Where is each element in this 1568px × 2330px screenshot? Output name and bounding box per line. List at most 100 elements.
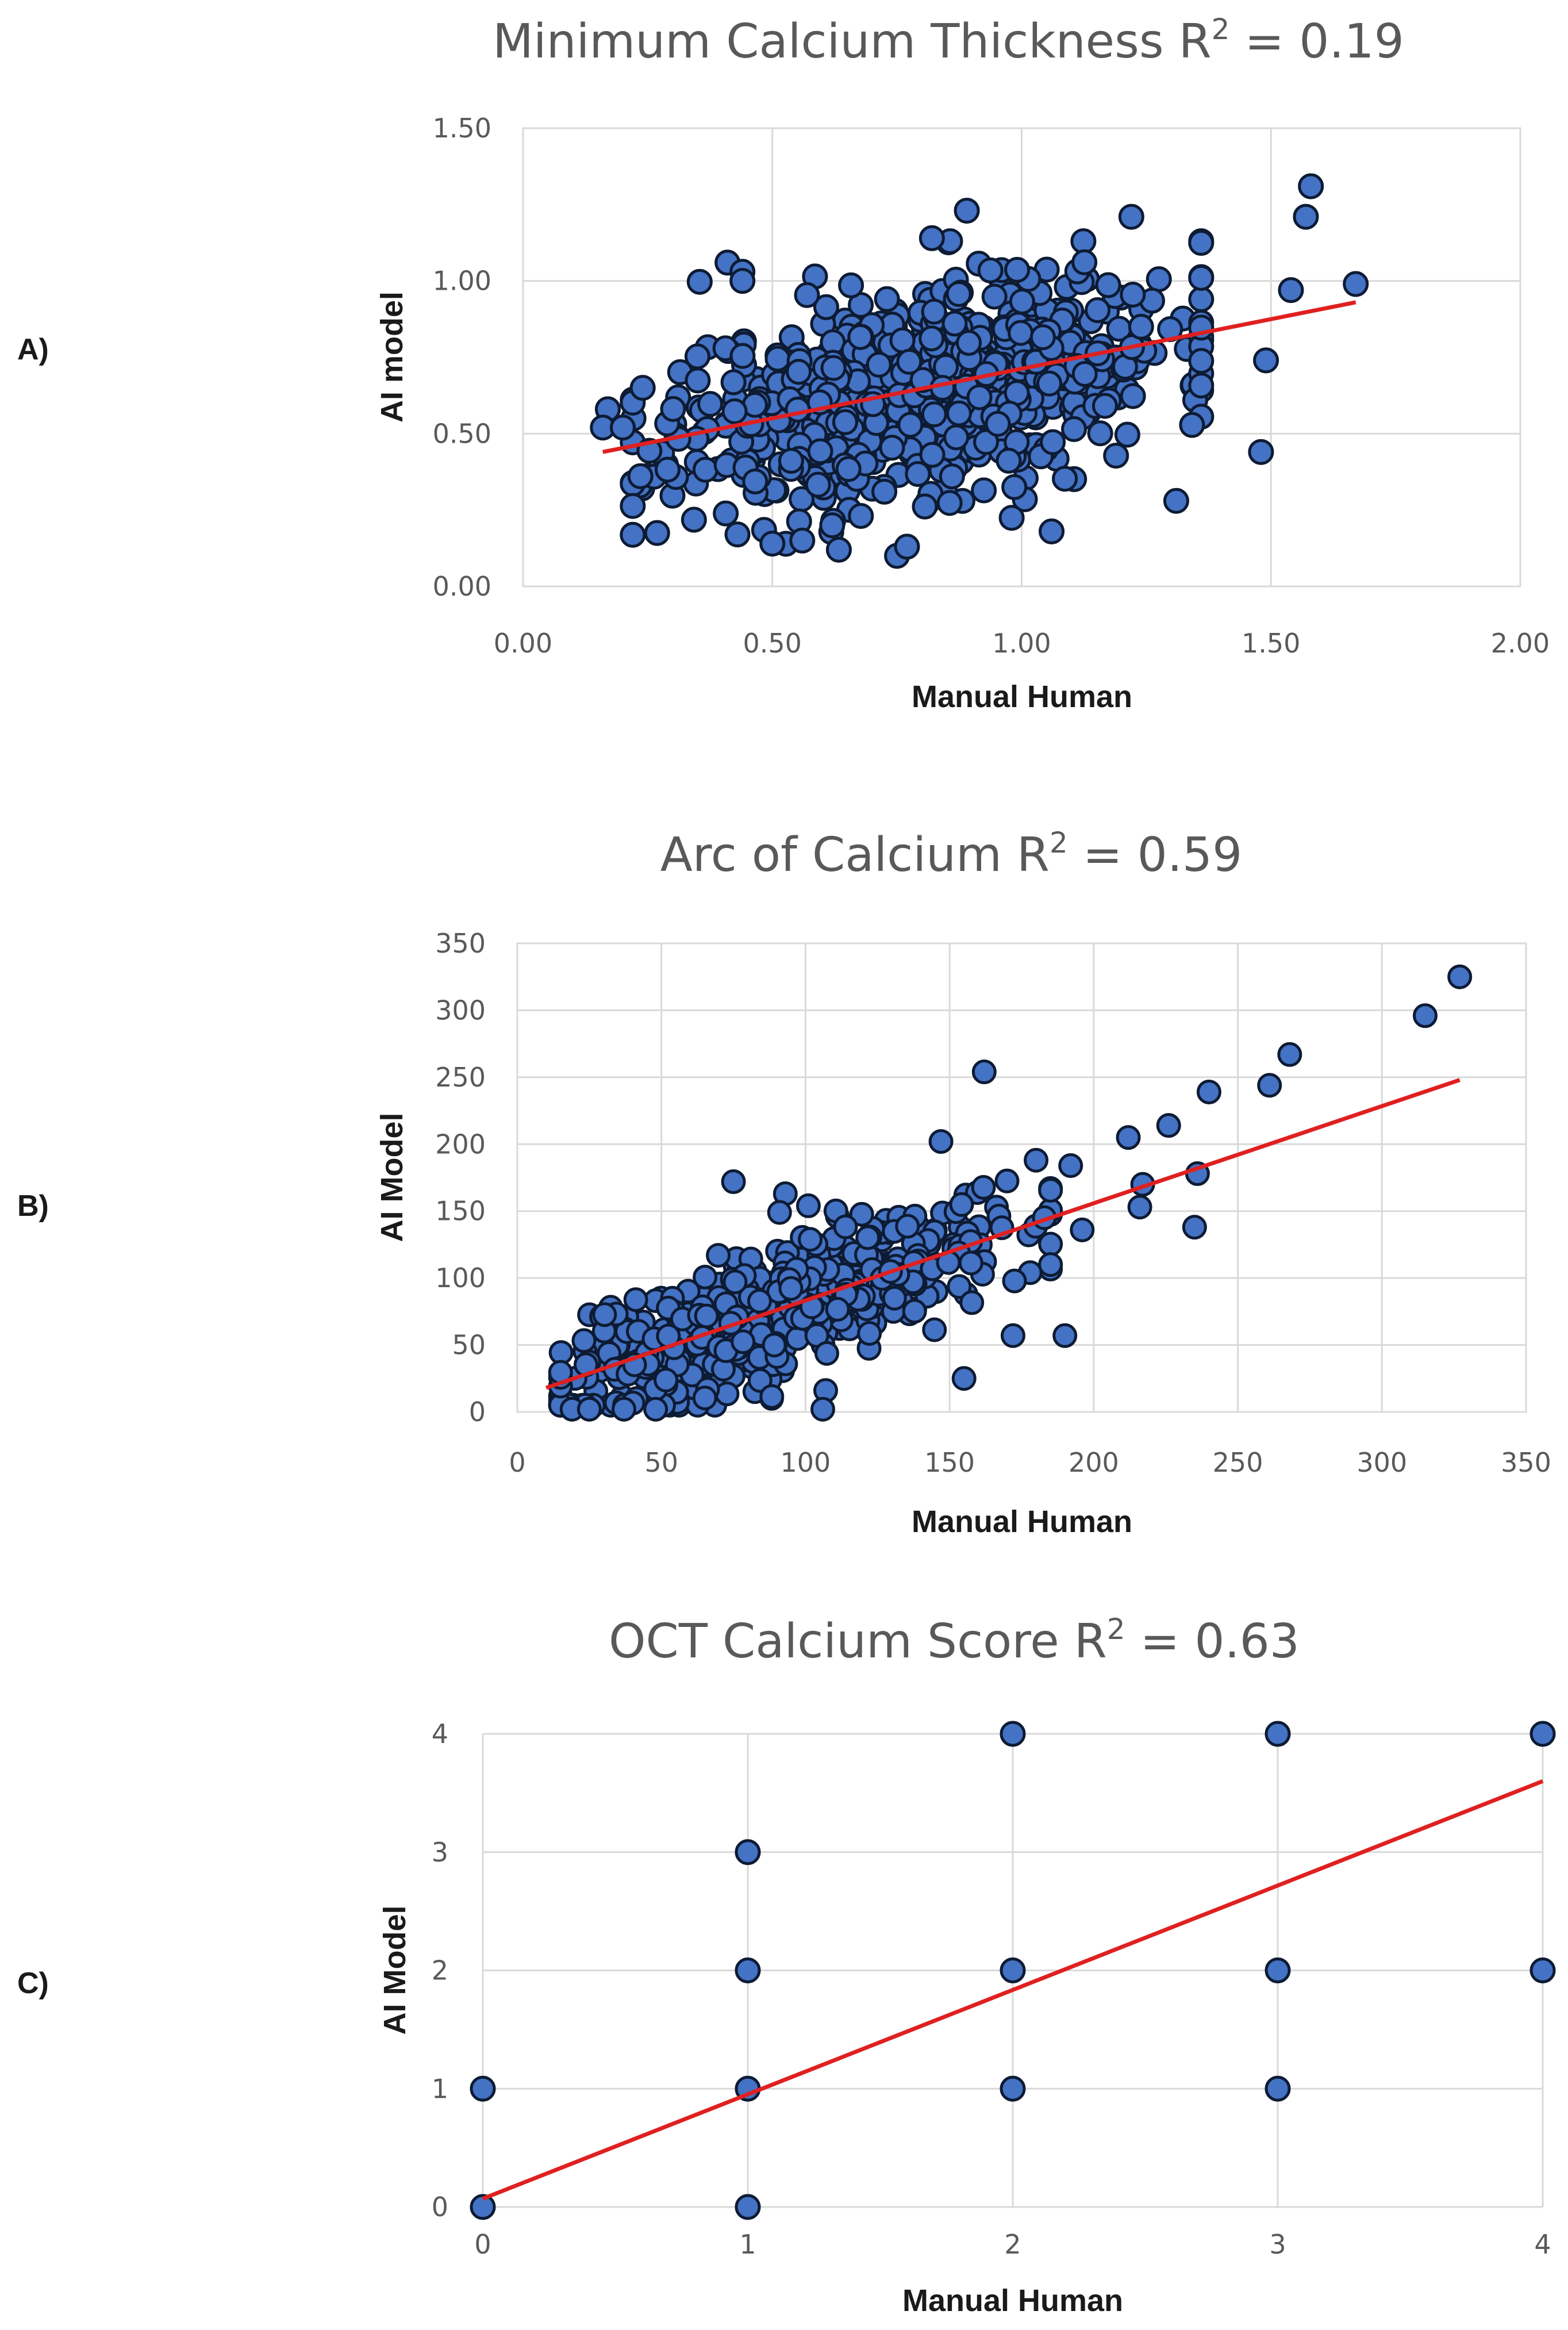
chart-a-data-point [819,512,846,539]
chart-b-data-point [592,1302,617,1327]
chart-b-data-point [795,1193,821,1218]
chart-a-data-point [921,298,947,325]
chart-b-x-tick-label: 200 [1069,1447,1119,1478]
chart-b-y-axis-title: AI Model [375,1113,409,1242]
chart-a-data-point [1071,249,1098,275]
chart-b-data-point [971,1174,996,1200]
chart-b-data-point [654,1368,679,1393]
chart-a-plot-frame [522,127,1521,588]
chart-b-data-point [895,1214,920,1239]
panel-label-a: A) [17,333,49,366]
chart-a-data-point [1343,271,1369,297]
chart-b-x-tick-label: 150 [924,1447,975,1478]
chart-a-data-point [1087,420,1113,447]
chart-b-y-ticks: 0 50 100 150 200 250 300 350 [435,928,486,1427]
chart-a-data-point [1004,256,1031,283]
chart-a-data-point [813,294,839,320]
chart-c-points [470,1721,1556,2220]
chart-a-x-tick-label: 0.50 [743,628,802,659]
chart-a-data-point [889,327,916,354]
chart-a-data-point [1188,373,1215,399]
chart-a-data-point [764,346,791,372]
chart-b-x-tick-label: 250 [1213,1447,1263,1478]
chart-a-y-tick-label: 1.50 [433,113,491,144]
chart-a-data-point [1118,204,1144,230]
chart-a-data-point [838,272,864,298]
chart-b-data-point [693,1265,718,1290]
chart-a-data-point [985,410,1011,437]
chart-b-y-tick-label: 250 [435,1062,486,1093]
chart-a-data-point [610,414,636,441]
chart-b-data-point [731,1329,756,1354]
chart-b-data-point [833,1214,858,1239]
chart-b-data-point [706,1243,731,1268]
chart-a-data-point [1103,443,1129,469]
chart-c-x-tick-label: 4 [1534,2229,1551,2260]
chart-a-data-point [1052,466,1078,492]
chart-b-data-point [855,1225,881,1250]
chart-b-y-tick-label: 50 [452,1330,486,1361]
chart-b-data-point [1000,1323,1025,1348]
chart-c-y-ticks: 0 1 2 3 4 [432,1718,448,2222]
chart-a-data-point [684,343,710,370]
chart-b-title: Arc of Calcium R2 = 0.59 [660,826,1243,882]
chart-a-data-point [1040,429,1066,455]
chart-a-data-point [681,506,707,533]
chart-a-y-tick-label: 0.00 [433,571,491,602]
chart-c-title-sup: 2 [1107,1613,1125,1646]
chart-b-data-point [814,1341,839,1366]
chart-a-data-point [713,500,739,527]
chart-a-data-point [996,447,1022,474]
chart-a-data-point [697,391,724,417]
chart-b-data-point [971,1060,997,1085]
chart-b-title-sup: 2 [1050,826,1068,859]
chart-a-data-point [1114,421,1140,448]
chart-b-data-point [1052,1323,1078,1348]
chart-a-data-point [879,435,905,461]
chart-b-data-point [959,1290,985,1315]
chart-b-data-point [1413,1003,1438,1028]
chart-a-data-point [729,343,756,369]
chart-a-data-point [1001,474,1028,500]
chart-a-data-point [939,463,965,490]
chart-a-data-point [1248,439,1274,465]
chart-a-data-point [742,468,768,494]
chart-a-data-point [654,456,681,483]
chart-b-data-point [767,1200,792,1225]
chart-a-data-point [956,329,982,356]
chart-b-data-point [1038,1252,1063,1277]
chart-b-points [548,964,1473,1422]
chart-a-title-sup: 2 [1212,13,1230,46]
chart-c-y-axis-title: AI Model [378,1906,412,2035]
chart-c-data-point [1265,1957,1291,1983]
chart-b-data-point [1196,1079,1221,1104]
chart-a-data-point [973,429,1000,455]
chart-a-data-point [686,268,713,295]
chart-b-x-tick-label: 100 [781,1447,831,1478]
chart-a-data-point [943,424,970,451]
chart-c-data-point [1000,1957,1026,1983]
chart-a-data-point [729,268,756,294]
chart-a-data-point [835,456,862,482]
chart-a-data-point [981,283,1008,310]
chart-b-trendline [545,1078,1461,1390]
chart-c-title: OCT Calcium Score R2 = 0.63 [609,1613,1300,1669]
chart-a-trendline [602,300,1356,454]
chart-b-x-tick-label: 350 [1501,1447,1551,1478]
chart-a-data-point [871,478,898,505]
chart-a-data-point [1188,264,1215,291]
chart-b-data-point [643,1396,668,1422]
chart-c-y-tick-label: 0 [432,2191,448,2222]
chart-b-data-point [902,1299,927,1324]
chart-b-data-point [1447,964,1473,989]
chart-a-data-point [966,384,993,410]
chart-a-data-point [897,412,924,438]
chart-a-data-point [1278,277,1304,304]
chart-a-data-point [805,471,831,498]
chart-a-data-point [620,521,646,548]
chart-b-data-point [1024,1147,1049,1173]
chart-b-data-point [721,1169,746,1194]
chart-a-data-point [936,490,963,516]
chart-b-data-point [951,1366,977,1391]
